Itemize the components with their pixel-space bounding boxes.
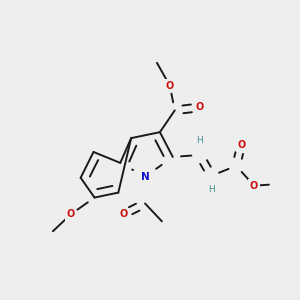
Text: O: O bbox=[250, 181, 258, 191]
Text: O: O bbox=[195, 102, 204, 112]
Text: N: N bbox=[141, 172, 149, 182]
Text: O: O bbox=[119, 209, 128, 219]
Text: H: H bbox=[196, 136, 203, 145]
Text: O: O bbox=[237, 140, 245, 150]
Text: O: O bbox=[67, 209, 75, 219]
Text: H: H bbox=[208, 185, 215, 194]
Text: O: O bbox=[166, 81, 174, 91]
